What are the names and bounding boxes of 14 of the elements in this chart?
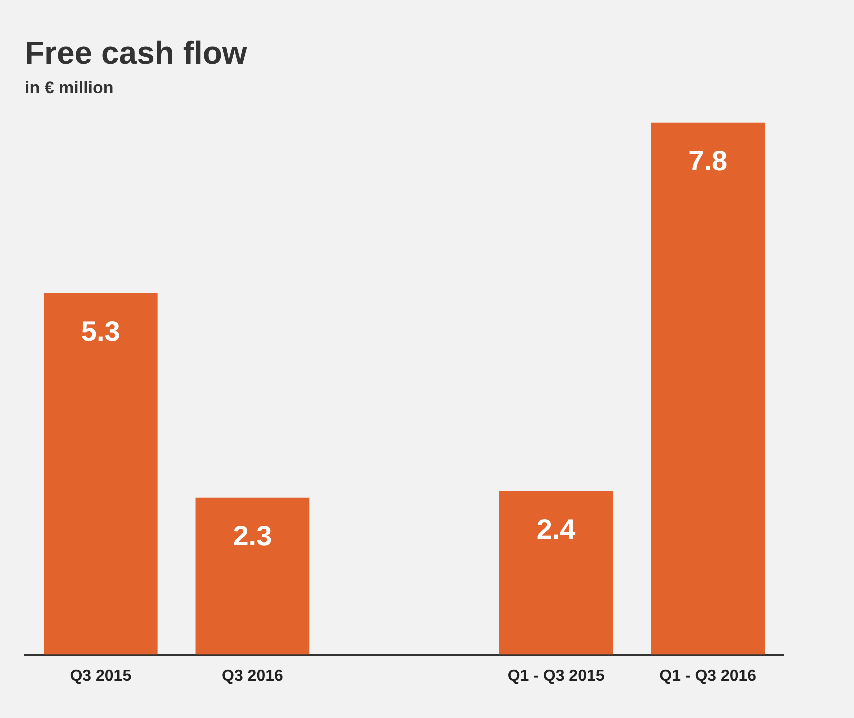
- chart-subtitle: in € million: [25, 78, 114, 98]
- chart-title: Free cash flow: [25, 35, 248, 72]
- data-label: 5.3: [81, 316, 120, 348]
- x-tick-label: Q1 - Q3 2016: [660, 668, 757, 685]
- x-tick-label: Q3 2015: [70, 668, 132, 685]
- data-label: 2.3: [233, 520, 272, 552]
- x-tick-label: Q1 - Q3 2015: [508, 668, 605, 685]
- data-label: 2.4: [536, 514, 576, 545]
- x-tick-label: Q3 2016: [222, 668, 284, 685]
- bar: [499, 491, 614, 655]
- bar: [196, 498, 310, 655]
- data-label: 7.8: [688, 146, 728, 177]
- bar: [44, 293, 158, 655]
- bar: [651, 122, 766, 655]
